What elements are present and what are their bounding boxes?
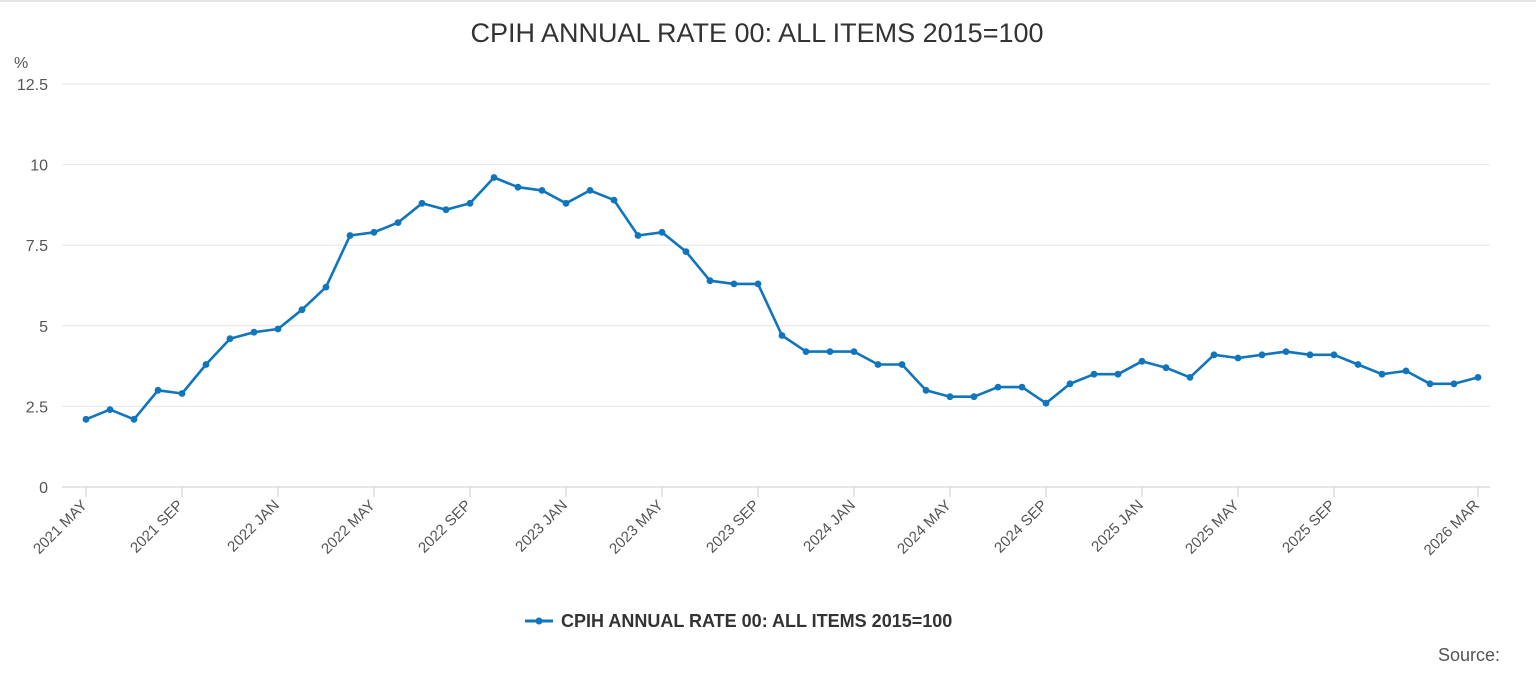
data-point[interactable]: [1474, 374, 1482, 381]
data-point[interactable]: [730, 280, 738, 288]
data-point[interactable]: [322, 283, 330, 291]
data-point[interactable]: [682, 248, 690, 256]
data-point[interactable]: [874, 361, 882, 368]
data-point[interactable]: [106, 406, 114, 413]
y-tick-label: 2.5: [26, 399, 48, 416]
data-point[interactable]: [1042, 399, 1050, 407]
x-tick-label: 2024 SEP: [991, 497, 1051, 557]
data-point[interactable]: [538, 187, 546, 194]
legend[interactable]: CPIH ANNUAL RATE 00: ALL ITEMS 2015=100: [525, 611, 952, 631]
data-point[interactable]: [1186, 374, 1194, 381]
data-point[interactable]: [754, 280, 762, 288]
gridlines: [62, 83, 1490, 488]
data-point[interactable]: [826, 348, 834, 355]
data-point[interactable]: [346, 232, 354, 239]
data-point[interactable]: [1066, 380, 1074, 388]
data-point[interactable]: [1354, 361, 1362, 368]
x-tick-label: 2021 SEP: [127, 497, 187, 557]
data-point[interactable]: [490, 174, 498, 181]
x-tick-label: 2024 JAN: [800, 497, 859, 556]
data-point[interactable]: [226, 335, 234, 343]
data-point[interactable]: [778, 332, 786, 339]
legend-label: CPIH ANNUAL RATE 00: ALL ITEMS 2015=100: [561, 611, 952, 631]
data-point[interactable]: [802, 348, 810, 355]
data-point[interactable]: [658, 228, 666, 236]
chart-title: CPIH ANNUAL RATE 00: ALL ITEMS 2015=100: [470, 18, 1043, 48]
data-point[interactable]: [154, 386, 162, 394]
data-point[interactable]: [706, 277, 714, 285]
y-axis-ticks: 0 2.5 5 7.5 10 12.5: [17, 77, 48, 497]
data-point[interactable]: [850, 348, 858, 355]
data-point[interactable]: [298, 306, 306, 314]
data-point[interactable]: [418, 199, 426, 207]
data-point[interactable]: [442, 206, 450, 214]
data-point[interactable]: [202, 361, 210, 368]
data-point[interactable]: [250, 328, 258, 336]
y-axis-unit: %: [14, 55, 28, 72]
x-tick-label: 2024 MAY: [894, 497, 955, 558]
y-tick-label: 0: [39, 480, 48, 497]
data-point[interactable]: [1450, 380, 1458, 388]
x-tick-label: 2025 SEP: [1279, 497, 1339, 557]
y-tick-label: 12.5: [17, 77, 48, 94]
data-point[interactable]: [994, 383, 1002, 391]
top-border: [0, 0, 1536, 2]
data-point[interactable]: [898, 361, 906, 368]
data-point[interactable]: [1138, 357, 1146, 365]
y-tick-label: 10: [30, 158, 48, 175]
y-tick-label: 5: [39, 319, 48, 336]
data-point[interactable]: [274, 325, 282, 333]
x-tick-label: 2021 MAY: [30, 497, 91, 558]
data-point[interactable]: [586, 187, 594, 194]
x-tick-label: 2022 SEP: [415, 497, 475, 557]
source-label[interactable]: Source:: [1438, 645, 1500, 665]
data-point[interactable]: [1402, 367, 1410, 375]
x-axis: 2021 MAY 2021 SEP 2022 JAN 2022 MAY 2022 SEP…: [30, 487, 1483, 559]
x-tick-label: 2023 MAY: [606, 497, 667, 558]
data-point[interactable]: [1282, 348, 1290, 355]
data-point[interactable]: [130, 415, 138, 423]
data-point[interactable]: [1018, 383, 1026, 391]
data-point[interactable]: [1378, 370, 1386, 378]
data-point[interactable]: [178, 390, 186, 397]
data-point[interactable]: [946, 393, 954, 401]
data-point[interactable]: [1114, 370, 1122, 378]
data-point[interactable]: [82, 415, 90, 423]
x-tick-label: 2023 SEP: [703, 497, 763, 557]
data-point[interactable]: [922, 386, 930, 394]
data-point[interactable]: [370, 228, 378, 236]
data-point[interactable]: [1210, 351, 1218, 359]
data-point[interactable]: [1330, 351, 1338, 359]
x-tick-label: 2025 MAY: [1182, 497, 1243, 558]
data-point[interactable]: [1090, 370, 1098, 378]
data-point[interactable]: [1258, 351, 1266, 359]
data-point[interactable]: [514, 183, 522, 191]
data-point[interactable]: [466, 199, 474, 207]
x-tick-label: 2023 JAN: [512, 497, 571, 556]
data-point[interactable]: [970, 393, 978, 401]
x-tick-label: 2022 JAN: [224, 497, 283, 556]
legend-marker-icon: [535, 617, 543, 625]
data-point[interactable]: [1426, 380, 1434, 388]
series-line: [84, 176, 1480, 421]
data-point[interactable]: [1234, 354, 1242, 362]
data-point[interactable]: [610, 196, 618, 204]
x-tick-label: 2022 MAY: [318, 497, 379, 558]
y-tick-label: 7.5: [26, 238, 48, 255]
series-line-group: [82, 174, 1482, 423]
data-point[interactable]: [394, 219, 402, 227]
x-tick-label: 2026 MAR: [1421, 497, 1483, 559]
data-point[interactable]: [1306, 351, 1314, 359]
data-point[interactable]: [562, 199, 570, 207]
x-tick-label: 2025 JAN: [1088, 497, 1147, 556]
data-point[interactable]: [634, 232, 642, 239]
data-point[interactable]: [1162, 364, 1170, 372]
